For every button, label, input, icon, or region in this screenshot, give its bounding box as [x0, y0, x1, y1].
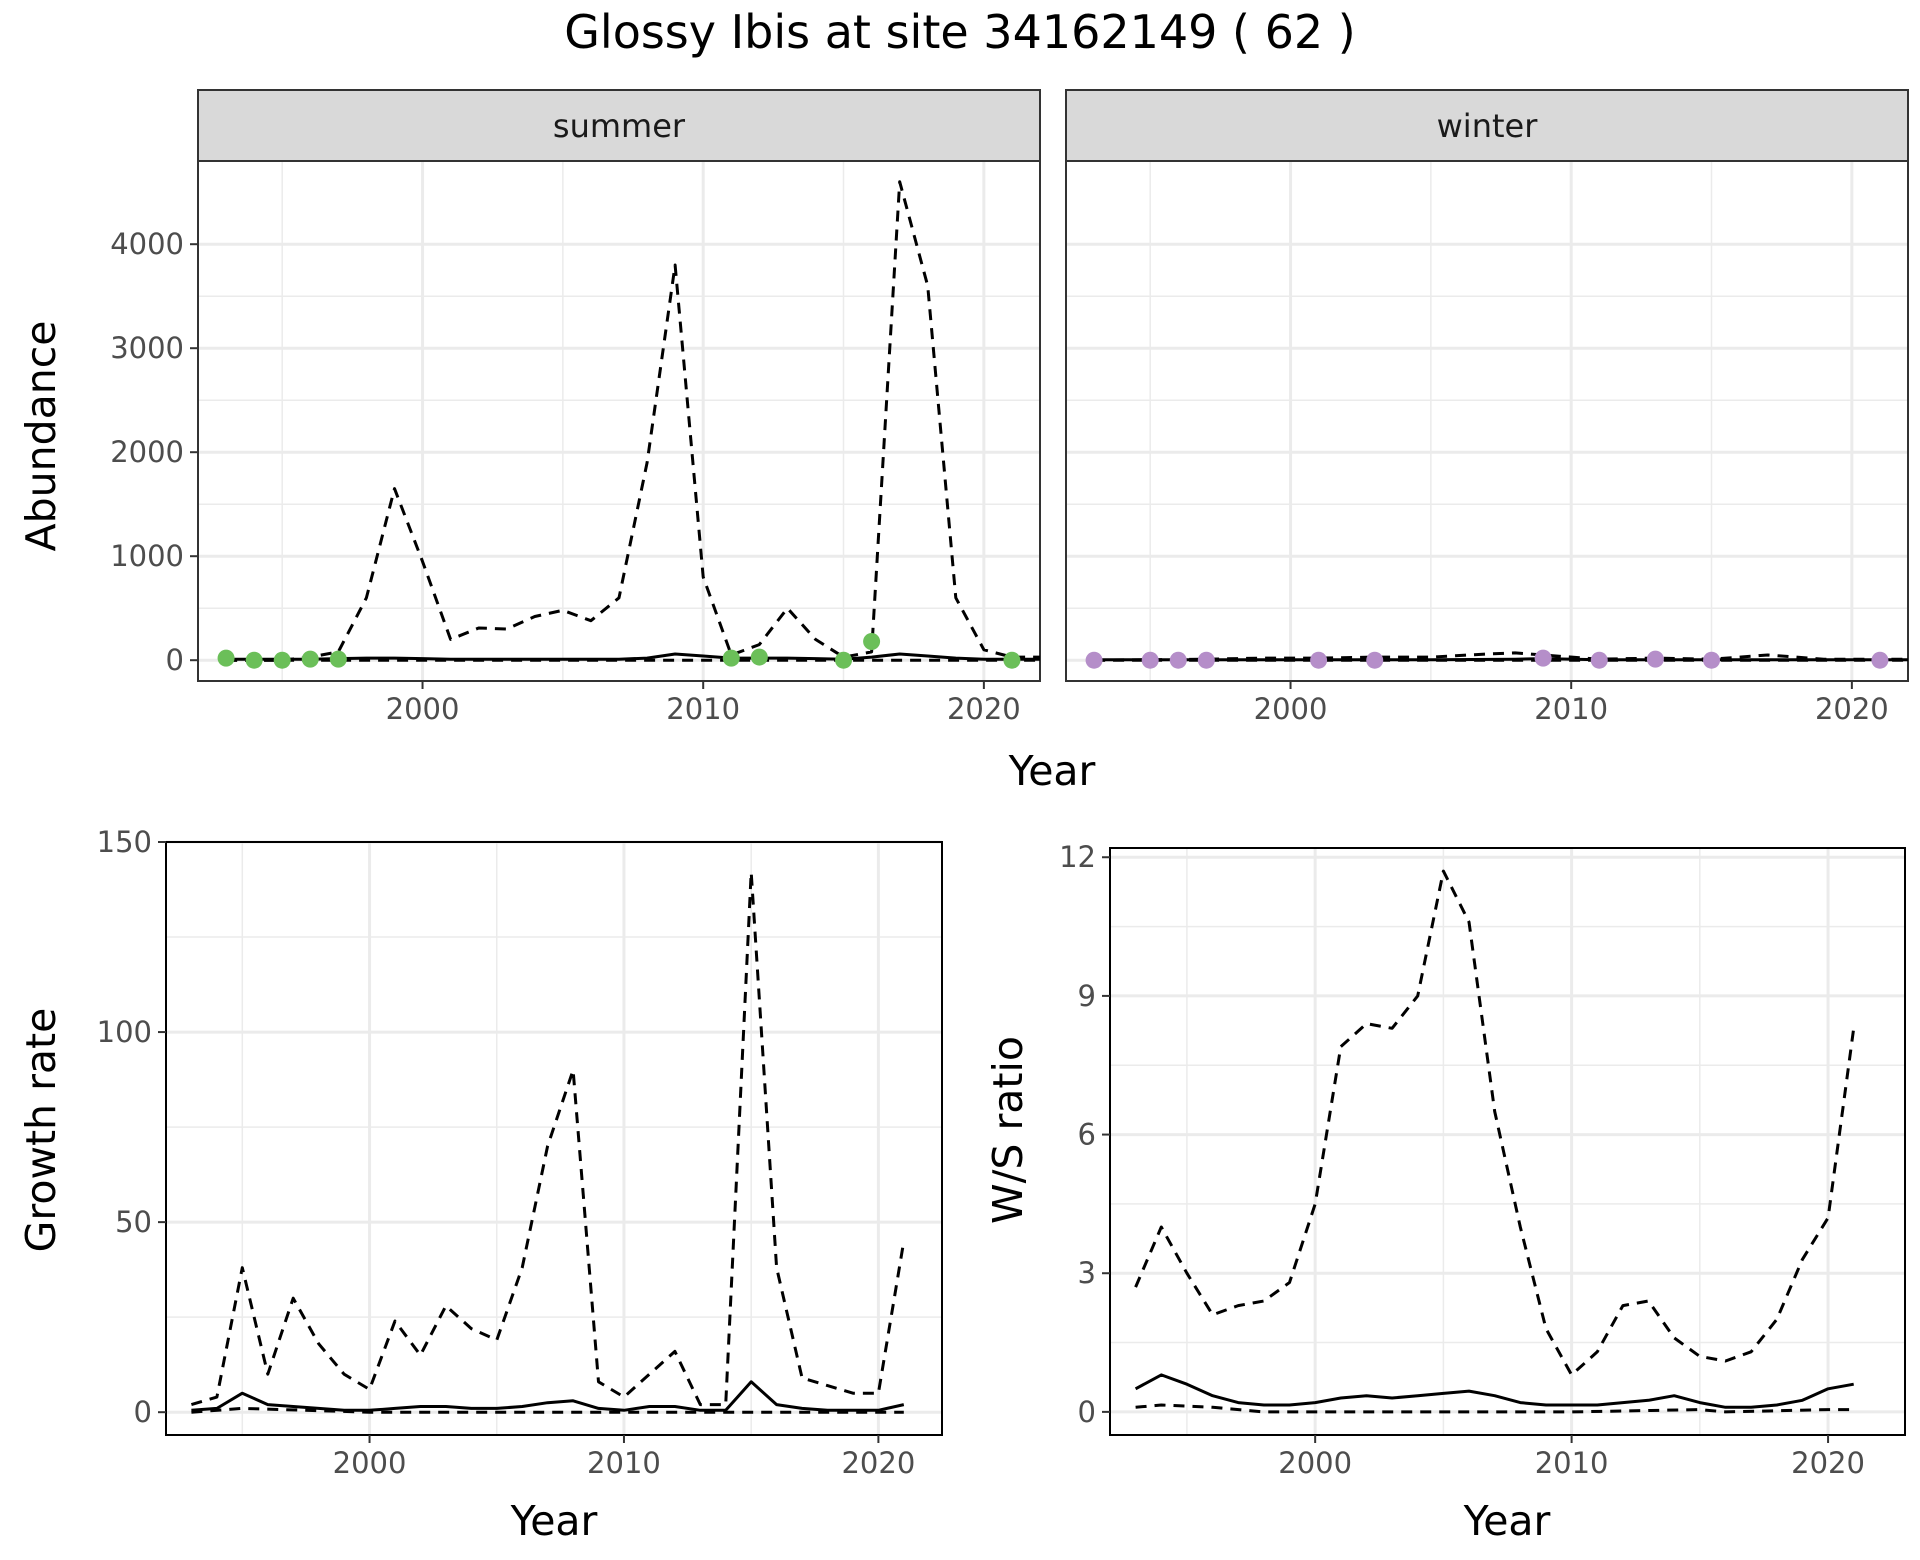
series-line-dashed	[190, 870, 906, 1407]
data-point	[245, 651, 263, 669]
data-point	[1646, 650, 1664, 668]
data-point	[1366, 651, 1384, 669]
series-line-dashed	[191, 1406, 904, 1414]
x-tick-label: 2010	[666, 692, 740, 726]
series-line-solid	[1134, 1373, 1854, 1409]
data-point	[1310, 651, 1328, 669]
data-point	[273, 651, 291, 669]
series-line-dashed	[1134, 869, 1856, 1377]
data-point	[1197, 651, 1215, 669]
x-tick-label: 2020	[1791, 1446, 1865, 1480]
panel-border	[1065, 160, 1909, 682]
y-axis-label-growth: Growth rate	[17, 1008, 65, 1253]
data-point	[750, 648, 768, 666]
y-tick-label: 100	[97, 1015, 152, 1049]
x-tick-label: 2000	[386, 692, 460, 726]
data-point	[863, 632, 881, 650]
x-tick-label: 2020	[841, 1446, 915, 1480]
data-point	[835, 651, 853, 669]
data-point	[1003, 651, 1021, 669]
y-tick-label: 0	[1078, 1395, 1096, 1429]
y-tick-label: 12	[1059, 840, 1096, 874]
strip-label-winter: winter	[1437, 107, 1539, 145]
strip-summer	[197, 89, 1041, 162]
y-tick-label: 2000	[110, 435, 184, 469]
y-tick-label: 9	[1078, 979, 1096, 1013]
y-tick-label: 1000	[110, 539, 184, 573]
data-point	[1871, 651, 1889, 669]
panel-summer: summer 2000 2010 2020 0 1000 2000 3000 4000	[110, 89, 1041, 726]
y-tick-label: 150	[97, 825, 152, 859]
panel-ws-ratio: 2000 2010 2020 0 3 6 9 12	[1059, 840, 1906, 1480]
data-point	[722, 649, 740, 667]
figure-title: Glossy Ibis at site 34162149 ( 62 )	[564, 5, 1355, 59]
y-tick-label: 6	[1078, 1118, 1096, 1152]
series-line-solid	[226, 652, 1040, 661]
series-line-dashed	[226, 180, 1040, 662]
data-point	[1590, 651, 1608, 669]
data-point	[1085, 651, 1103, 669]
panel-border	[197, 160, 1041, 682]
series-line-dashed	[1135, 1403, 1854, 1414]
y-tick-label: 50	[115, 1205, 152, 1239]
y-tick-label: 4000	[110, 227, 184, 261]
x-tick-label: 2010	[1535, 1446, 1609, 1480]
panel-border	[1109, 847, 1906, 1436]
y-tick-label: 0	[134, 1395, 152, 1429]
x-tick-label: 2020	[947, 692, 1021, 726]
x-tick-label: 2010	[1534, 692, 1608, 726]
series-line-solid	[191, 1380, 905, 1412]
data-point	[1141, 651, 1159, 669]
series-line-dashed	[1094, 651, 1908, 662]
data-point	[1703, 651, 1721, 669]
y-tick-label: 3000	[110, 331, 184, 365]
x-axis-label-top: Year	[1008, 747, 1096, 795]
data-point	[329, 650, 347, 668]
data-point	[1169, 651, 1187, 669]
panel-border	[165, 841, 943, 1436]
data-point	[1534, 649, 1552, 667]
data-point	[301, 650, 319, 668]
x-tick-label: 2000	[1278, 1446, 1352, 1480]
x-tick-label: 2020	[1815, 692, 1889, 726]
panel-winter: winter 2000 2010 2020	[1065, 89, 1909, 726]
x-axis-label-growth: Year	[510, 1497, 598, 1545]
y-axis-label-ratio: W/S ratio	[984, 1036, 1032, 1224]
x-tick-label: 2010	[587, 1446, 661, 1480]
data-point	[217, 649, 235, 667]
panel-growth-rate: 2000 2010 2020 0 50 100 150	[97, 825, 943, 1480]
x-tick-label: 2000	[1254, 692, 1328, 726]
y-axis-label-abundance: Abundance	[17, 321, 65, 552]
y-tick-label: 0	[166, 643, 184, 677]
series-line-solid	[1094, 657, 1908, 662]
strip-label-summer: summer	[553, 107, 686, 145]
y-tick-label: 3	[1078, 1256, 1096, 1290]
x-axis-label-ratio: Year	[1463, 1497, 1551, 1545]
x-tick-label: 2000	[333, 1446, 407, 1480]
